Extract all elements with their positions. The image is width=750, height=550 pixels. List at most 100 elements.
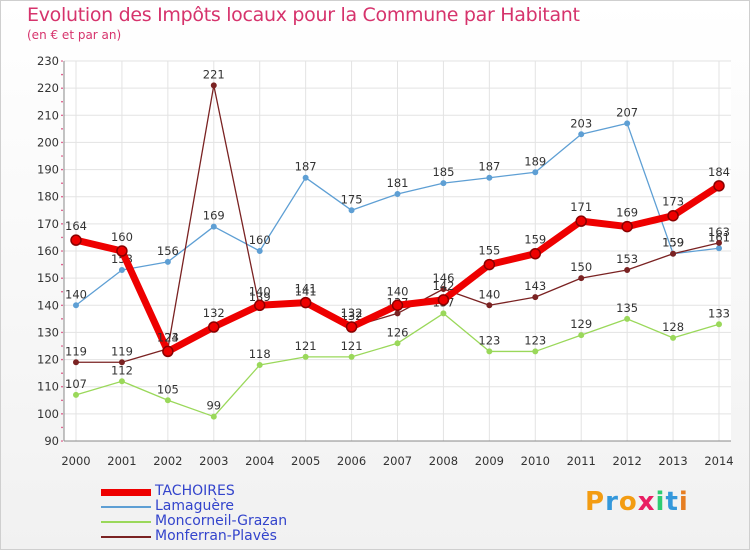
logo-letter: i [678, 487, 689, 517]
data-point-tachoires [162, 345, 174, 358]
data-point-monferran-plaves [118, 359, 125, 366]
data-label-lamaguere: 203 [570, 116, 592, 130]
data-label-tachoires: 171 [570, 200, 592, 214]
legend-item-lamaguere: Lamaguère [101, 498, 401, 515]
y-minor-tick [61, 100, 63, 103]
data-label-moncorneil-grazan: 105 [157, 382, 179, 396]
x-tick-label: 2009 [475, 454, 504, 468]
x-tick-label: 2001 [107, 454, 136, 468]
x-tick-label: 2003 [199, 454, 228, 468]
data-label-lamaguere: 187 [478, 160, 500, 174]
y-tick-label: 200 [37, 135, 59, 149]
chart-title: Evolution des Impôts locaux pour la Comm… [27, 4, 580, 26]
y-minor-tick [61, 385, 63, 388]
legend-swatch-moncorneil-grazan [101, 521, 151, 523]
data-label-tachoires: 132 [203, 306, 225, 320]
data-point-moncorneil-grazan [716, 321, 723, 328]
data-point-lamaguere [486, 174, 493, 181]
data-label-tachoires: 160 [111, 230, 133, 244]
y-tick-label: 190 [37, 163, 59, 177]
legend-swatch-monferran-plaves [101, 536, 151, 538]
data-label-tachoires: 184 [708, 165, 730, 179]
x-tick-label: 2011 [567, 454, 596, 468]
data-label-monferran-plaves: 146 [432, 271, 454, 285]
data-point-lamaguere [118, 266, 125, 273]
data-point-moncorneil-grazan [486, 348, 493, 355]
data-point-moncorneil-grazan [164, 397, 171, 404]
data-label-moncorneil-grazan: 126 [387, 325, 409, 339]
y-minor-tick [61, 87, 63, 89]
data-label-tachoires: 159 [524, 233, 546, 247]
data-label-lamaguere: 161 [708, 230, 730, 244]
y-minor-tick [61, 195, 63, 198]
data-label-monferran-plaves: 163 [708, 225, 730, 239]
y-tick-label: 180 [37, 190, 59, 204]
data-point-lamaguere [256, 247, 263, 254]
data-label-monferran-plaves: 140 [478, 287, 500, 301]
legend-label-moncorneil-grazan: Moncorneil-Grazan [155, 513, 288, 529]
y-minor-tick [61, 331, 63, 334]
data-label-monferran-plaves: 143 [524, 279, 546, 293]
data-label-tachoires: 141 [295, 282, 317, 296]
data-point-monferran-plaves [486, 302, 493, 309]
data-point-monferran-plaves [440, 285, 447, 292]
data-point-moncorneil-grazan [670, 334, 677, 341]
data-point-moncorneil-grazan [532, 348, 539, 355]
data-point-tachoires [208, 321, 220, 333]
data-point-lamaguere [164, 258, 171, 265]
logo-letter: o [618, 487, 638, 517]
proxiti-logo: Proxiti [585, 487, 689, 517]
data-label-moncorneil-grazan: 133 [708, 306, 730, 320]
data-point-lamaguere [302, 174, 309, 181]
y-minor-tick [61, 73, 63, 76]
data-point-lamaguere [73, 302, 80, 309]
y-minor-tick [61, 141, 63, 144]
y-tick-label: 210 [37, 108, 59, 122]
data-label-tachoires: 173 [662, 195, 684, 209]
data-label-lamaguere: 140 [65, 287, 87, 301]
y-minor-tick [61, 223, 63, 225]
data-point-tachoires [575, 215, 587, 227]
data-label-moncorneil-grazan: 118 [249, 347, 271, 361]
x-tick-label: 2000 [61, 454, 90, 468]
y-minor-tick [61, 277, 63, 279]
legend-item-moncorneil-grazan: Moncorneil-Grazan [101, 513, 401, 530]
data-point-lamaguere [348, 207, 355, 214]
legend-label-tachoires: TACHOIRES [155, 483, 235, 499]
x-tick-label: 2013 [658, 454, 687, 468]
data-point-moncorneil-grazan [440, 310, 447, 317]
data-label-tachoires: 155 [478, 244, 500, 258]
data-label-monferran-plaves: 119 [111, 344, 133, 358]
data-label-monferran-plaves: 221 [203, 67, 225, 81]
data-label-tachoires: 132 [341, 306, 363, 320]
legend-label-monferran-plaves: Monferran-Plavès [155, 528, 277, 544]
data-label-moncorneil-grazan: 129 [570, 317, 592, 331]
data-point-moncorneil-grazan [624, 315, 631, 322]
data-label-monferran-plaves: 119 [65, 344, 87, 358]
y-tick-label: 150 [37, 271, 59, 285]
legend-label-lamaguere: Lamaguère [155, 498, 235, 514]
x-tick-label: 2014 [704, 454, 733, 468]
data-point-lamaguere [394, 190, 401, 197]
y-minor-tick [61, 304, 63, 307]
data-point-lamaguere [440, 180, 447, 187]
y-minor-tick [61, 155, 63, 157]
data-point-tachoires [437, 294, 450, 306]
data-point-tachoires [529, 247, 542, 260]
y-tick-label: 230 [37, 54, 59, 68]
data-point-monferran-plaves [670, 250, 677, 257]
y-tick-label: 220 [37, 81, 59, 95]
data-point-lamaguere [532, 169, 539, 176]
data-label-monferran-plaves: 141 [295, 285, 317, 299]
logo-letter: r [605, 487, 619, 517]
data-point-monferran-plaves [624, 266, 631, 273]
y-tick-label: 160 [37, 244, 59, 258]
x-tick-label: 2008 [429, 454, 458, 468]
data-label-tachoires: 142 [432, 279, 454, 293]
data-point-moncorneil-grazan [210, 413, 217, 420]
x-tick-label: 2007 [383, 454, 412, 468]
data-label-moncorneil-grazan: 123 [524, 333, 546, 347]
data-label-tachoires: 164 [65, 219, 87, 233]
